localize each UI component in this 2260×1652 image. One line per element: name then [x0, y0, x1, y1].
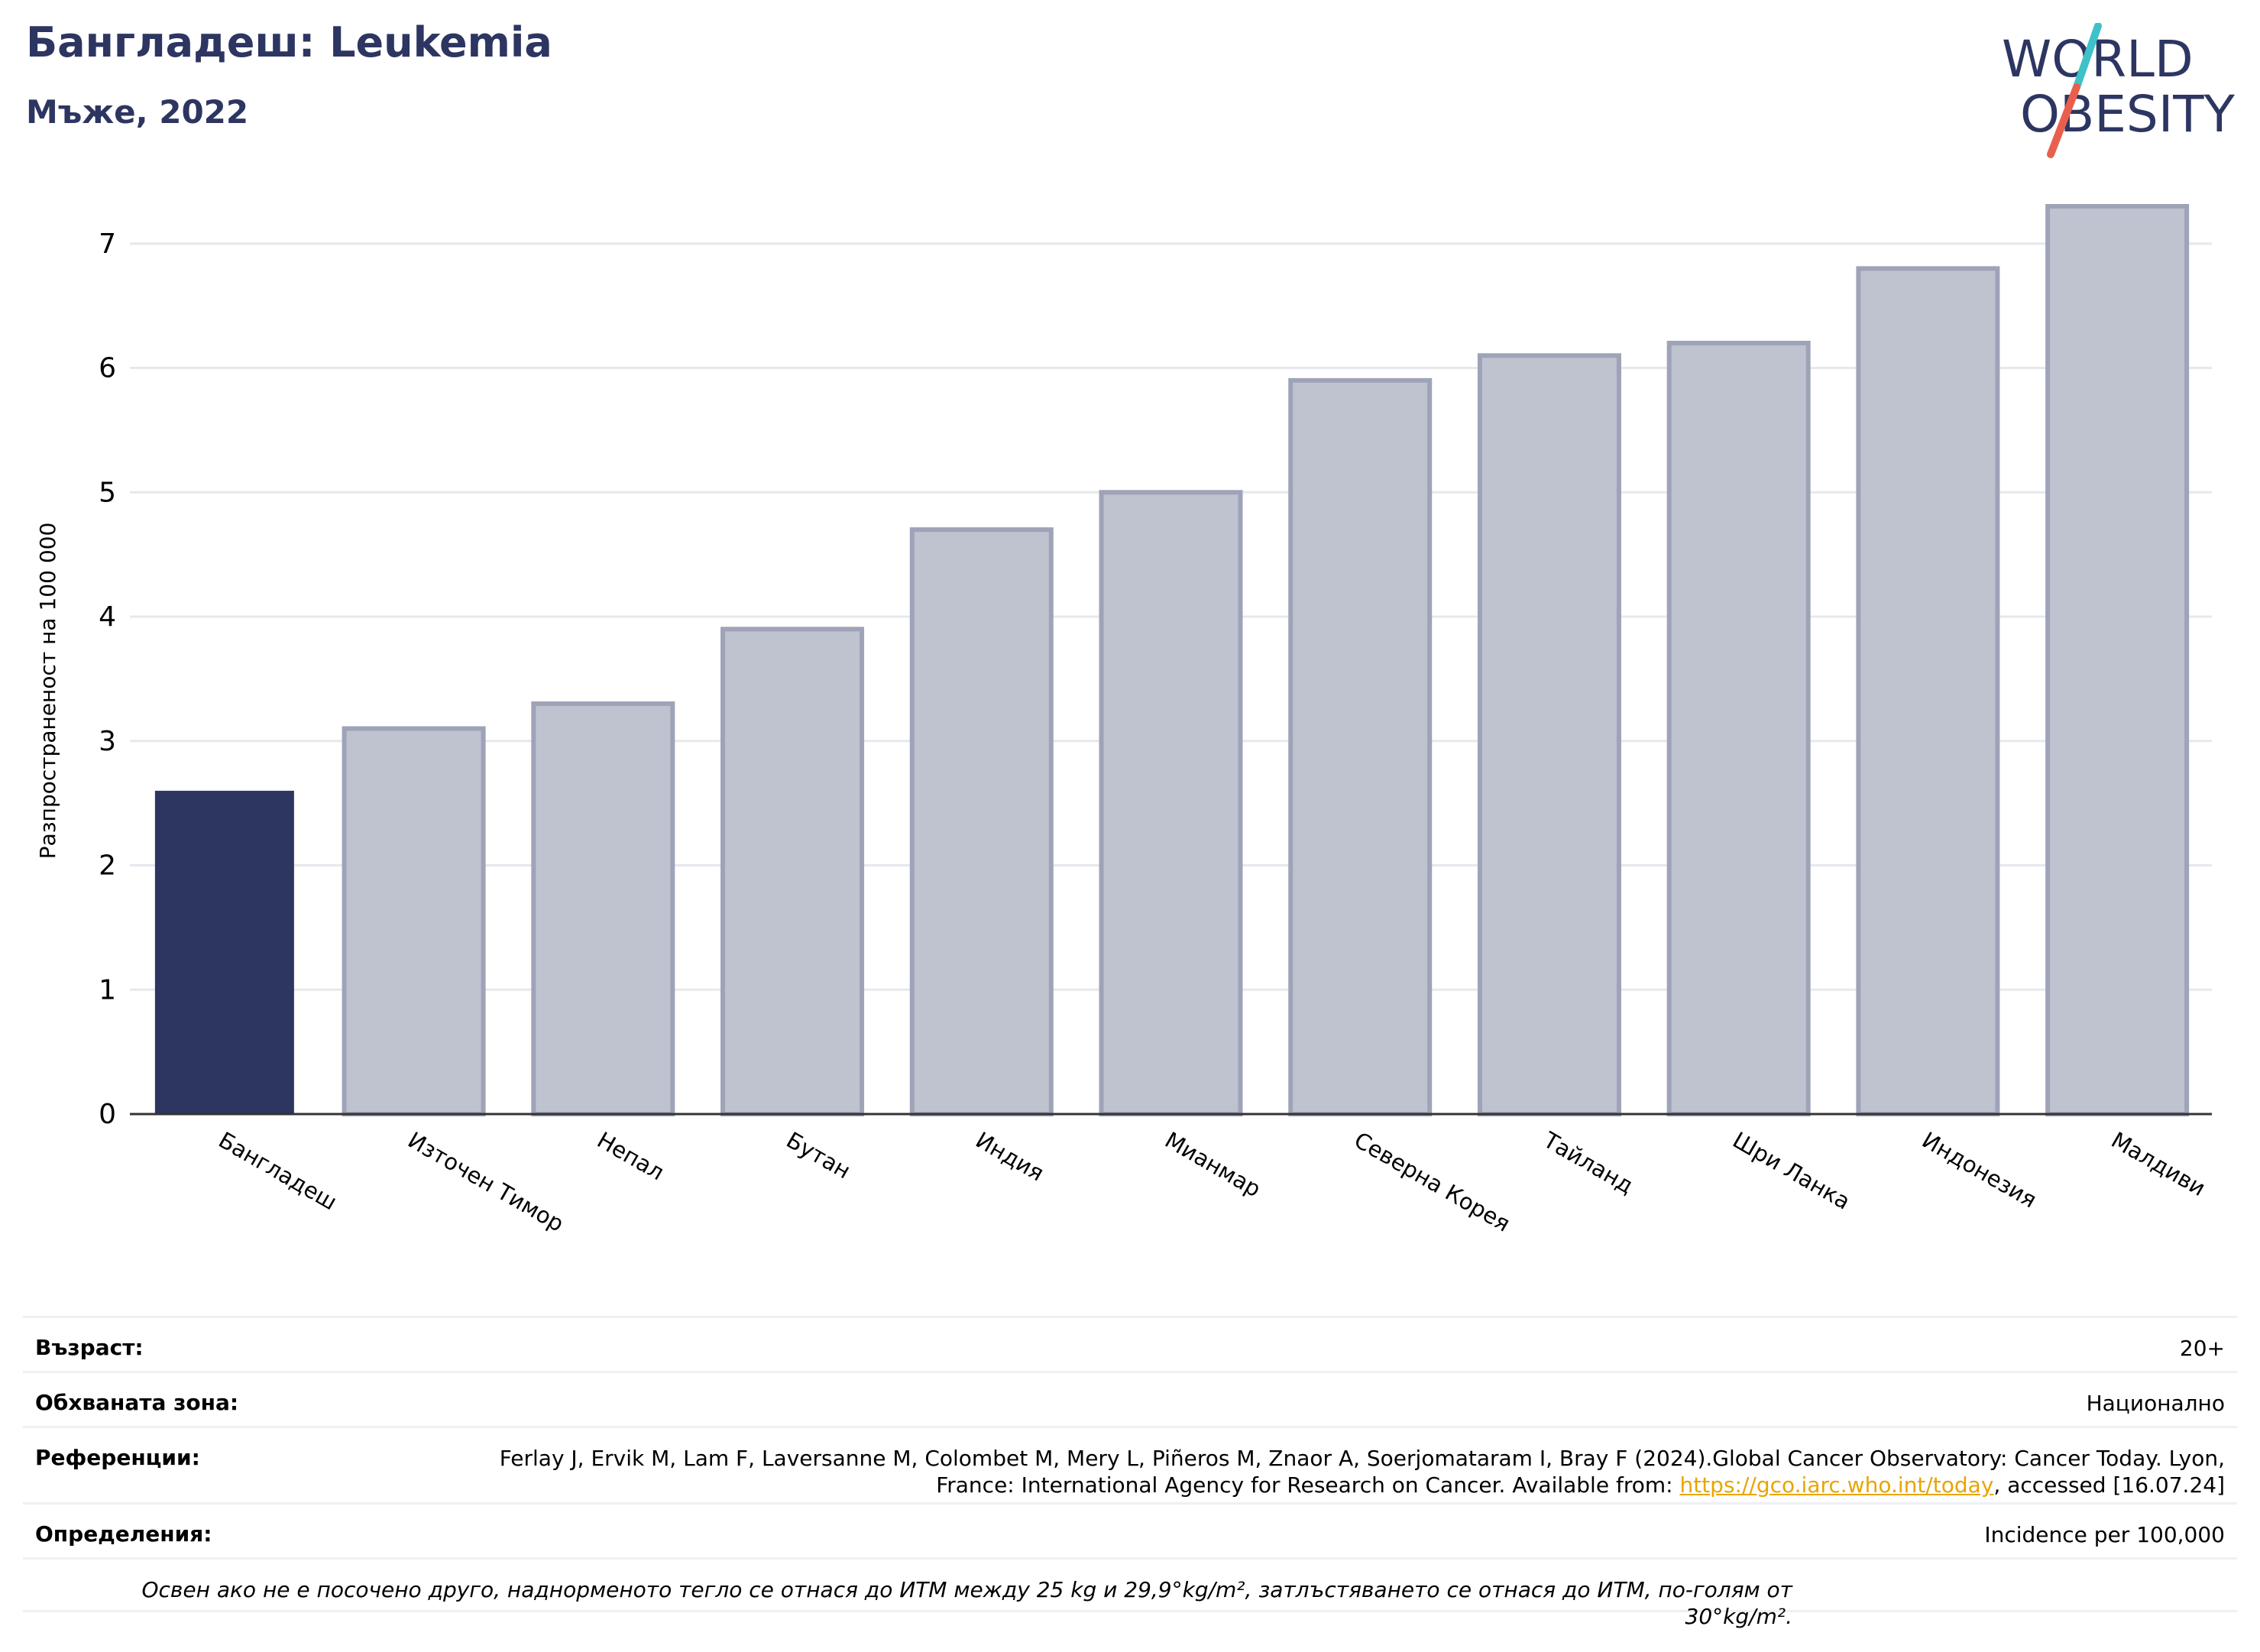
logo-word-world: WORLD [2002, 30, 2194, 89]
references-value: Ferlay J, Ervik M, Lam F, Laversanne M, … [468, 1445, 2225, 1498]
references-accessed: , accessed [16.07.24] [1993, 1472, 2225, 1498]
x-tick-label: Непал [593, 1127, 669, 1186]
bar-0 [154, 790, 294, 1114]
y-tick-label: 6 [99, 353, 116, 384]
bar-6 [1288, 377, 1433, 1116]
x-tick-label: Шри Ланка [1728, 1127, 1854, 1215]
x-tick-label: Бангладеш [214, 1127, 341, 1216]
bar-9 [1856, 266, 2000, 1116]
bar-10 [2045, 204, 2190, 1116]
info-row-definitions: Определения: Incidence per 100,000 [23, 1502, 2237, 1557]
x-tick-label: Тайланд [1539, 1126, 1638, 1199]
y-tick-label: 7 [99, 228, 116, 260]
info-row-references: Референции: Ferlay J, Ervik M, Lam F, La… [23, 1426, 2237, 1502]
bar-2 [531, 701, 675, 1116]
info-row-area: Обхваната зона: Национално [23, 1371, 2237, 1426]
references-text: Ferlay J, Ervik M, Lam F, Laversanne M, … [499, 1446, 2225, 1498]
x-tick-label: Бутан [782, 1127, 856, 1184]
definitions-value: Incidence per 100,000 [1984, 1522, 2225, 1547]
y-tick-label: 0 [99, 1099, 116, 1130]
age-value: 20+ [2179, 1336, 2225, 1361]
info-row-note: Освен ако не е посочено друго, наднормен… [23, 1557, 2237, 1629]
y-tick-label: 4 [99, 601, 116, 633]
x-tick-label: Индонезия [1918, 1127, 2041, 1213]
bar-7 [1477, 353, 1621, 1116]
x-tick-label: Северна Корея [1350, 1127, 1515, 1237]
bar-4 [909, 527, 1054, 1116]
references-label: Референции: [35, 1445, 200, 1470]
info-table: Възраст: 20+ Обхваната зона: Национално … [23, 1316, 2237, 1629]
x-tick-label: Източен Тимор [403, 1127, 568, 1237]
y-tick-label: 3 [99, 726, 116, 757]
area-label: Обхваната зона: [35, 1390, 239, 1415]
y-tick-label: 2 [99, 850, 116, 882]
bar-5 [1099, 490, 1243, 1116]
y-tick-label: 5 [99, 477, 116, 508]
chart-subtitle: Мъже, 2022 [26, 93, 249, 131]
y-tick-label: 1 [99, 974, 116, 1006]
y-axis-label: Разпространеност на 100 000 [35, 523, 60, 860]
x-tick-label: Индия [971, 1127, 1048, 1187]
bar-3 [720, 627, 865, 1116]
logo-slash-teal [2073, 23, 2102, 91]
references-link[interactable]: https://gco.iarc.who.int/today [1679, 1472, 1994, 1498]
world-obesity-logo: WORLD OBESITY [2002, 23, 2236, 158]
bar-1 [342, 726, 486, 1116]
note-text: Освен ако не е посочено друго, наднормен… [141, 1577, 1792, 1629]
bar-chart: 0 1 2 3 4 5 6 7 Бангладеш Източен Тимор Непал Бута… [35, 204, 2212, 1237]
logo-slash-coral [2047, 83, 2080, 158]
age-label: Възраст: [35, 1335, 144, 1360]
bar-8 [1666, 341, 1811, 1117]
x-tick-label: Мианмар [1161, 1127, 1265, 1203]
info-row-age: Възраст: 20+ [23, 1316, 2237, 1371]
area-value: Национално [2086, 1391, 2225, 1416]
chart-title: Бангладеш: Leukemia [26, 18, 552, 66]
x-tick-label: Малдиви [2107, 1127, 2210, 1202]
definitions-label: Определения: [35, 1521, 212, 1547]
